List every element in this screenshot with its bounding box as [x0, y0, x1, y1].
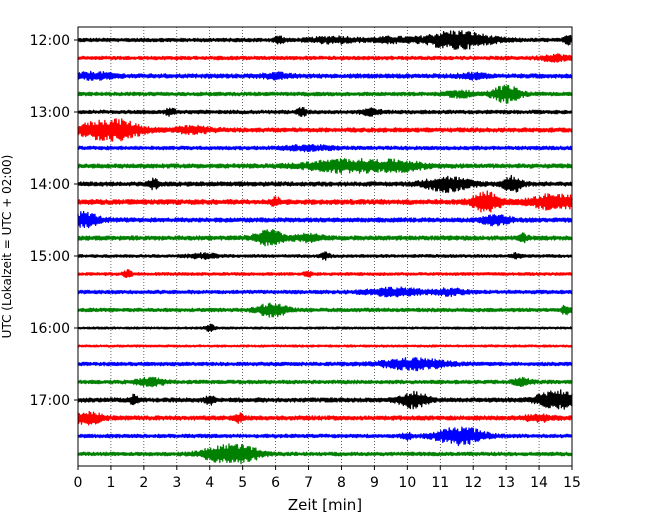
trace-1715 [77, 410, 573, 426]
grid-layer [110, 27, 540, 466]
trace-1730 [77, 426, 573, 447]
x-tick-label: 4 [205, 475, 214, 491]
trace-1300 [77, 107, 573, 117]
trace-1345 [77, 158, 573, 174]
trace-1430 [77, 210, 573, 229]
x-tick-label: 1 [106, 475, 115, 491]
trace-1215 [77, 53, 573, 63]
x-tick-label: 5 [238, 475, 247, 491]
trace-1530 [77, 286, 573, 298]
x-tick-label: 15 [563, 475, 581, 491]
x-tick-label: 14 [530, 475, 548, 491]
trace-1315 [77, 118, 573, 142]
y-tick-label: 13:00 [30, 105, 70, 121]
trace-1200 [77, 30, 573, 50]
x-tick-label: 12 [464, 475, 482, 491]
trace-1330 [77, 143, 573, 153]
trace-1700 [77, 389, 573, 410]
trace-1245 [77, 84, 573, 104]
x-tick-label: 3 [172, 475, 181, 491]
x-tick-label: 11 [431, 475, 449, 491]
trace-1645 [77, 376, 573, 388]
trace-1745 [77, 443, 573, 465]
trace-1600 [77, 323, 573, 333]
x-axis-ticks: 0 1 2 3 4 5 6 7 8 9 10 11 12 13 14 15 [74, 466, 581, 491]
x-tick-label: 7 [304, 475, 313, 491]
trace-1445 [77, 229, 573, 247]
x-axis-label: Zeit [min] [288, 496, 362, 514]
trace-1615 [77, 344, 573, 348]
trace-1230 [77, 70, 573, 81]
x-tick-label: 9 [370, 475, 379, 491]
trace-1400 [77, 174, 573, 193]
trace-1545 [77, 302, 573, 318]
y-tick-label: 15:00 [30, 249, 70, 265]
y-tick-label: 17:00 [30, 393, 70, 409]
y-tick-label: 14:00 [30, 177, 70, 193]
y-tick-label: 12:00 [30, 33, 70, 49]
trace-1500 [77, 251, 573, 261]
x-tick-label: 0 [74, 475, 83, 491]
x-tick-label: 13 [497, 475, 515, 491]
x-tick-label: 2 [139, 475, 148, 491]
trace-1515 [77, 269, 573, 279]
y-axis-ticks: 12:00 13:00 14:00 15:00 16:00 17:00 [30, 33, 78, 409]
trace-1415 [77, 190, 573, 213]
x-tick-label: 10 [398, 475, 416, 491]
x-tick-label: 6 [271, 475, 280, 491]
traces-layer [77, 30, 573, 465]
plot-frame [77, 26, 573, 467]
y-axis-label: UTC (Lokalzeit = UTC + 02:00) [0, 155, 14, 339]
trace-1630 [77, 357, 573, 372]
y-tick-label: 16:00 [30, 321, 70, 337]
x-tick-label: 8 [337, 475, 346, 491]
